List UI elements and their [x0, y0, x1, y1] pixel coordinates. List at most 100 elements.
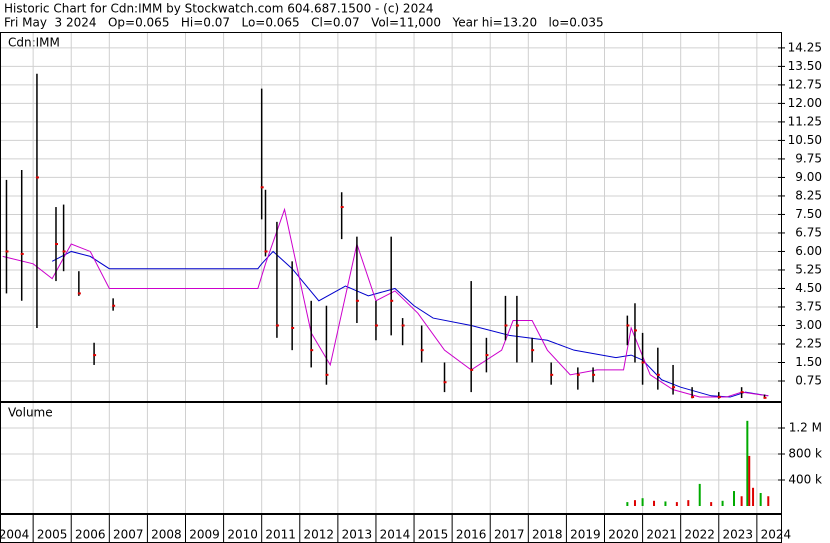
x-tick-label: 2022 [684, 528, 715, 542]
x-tick-label: 2021 [646, 528, 677, 542]
close-tick [633, 329, 637, 332]
close-tick [275, 324, 279, 327]
close-tick [112, 304, 116, 307]
volume-bar [687, 500, 690, 506]
close-tick [592, 373, 596, 376]
volume-bar [675, 502, 678, 506]
close-tick [374, 324, 378, 327]
chart-subtitle: Fri May 3 2024 Op=0.065 Hi=0.07 Lo=0.065… [4, 16, 604, 30]
close-tick [443, 381, 447, 384]
close-tick [470, 368, 474, 371]
y-tick-label: 6.75 [795, 225, 822, 239]
close-tick [310, 349, 314, 352]
y-tick-label: 1.2 M [789, 420, 822, 434]
x-tick-label: 2015 [418, 528, 449, 542]
y-tick-label: 1.50 [795, 355, 822, 369]
y-tick-label: 13.50 [788, 59, 822, 73]
close-tick [5, 250, 9, 253]
close-tick [672, 386, 676, 389]
volume-bar [641, 498, 644, 506]
close-tick [504, 324, 508, 327]
x-tick-label: 2016 [456, 528, 487, 542]
close-tick [641, 361, 645, 364]
price-line [2, 207, 769, 398]
close-tick [291, 326, 295, 329]
close-tick [485, 354, 489, 357]
volume-bar [721, 500, 724, 506]
y-tick-label: 800 k [788, 446, 822, 460]
x-tick-label: 2010 [227, 528, 258, 542]
y-tick-label: 12.00 [788, 96, 822, 110]
close-tick [77, 292, 81, 295]
y-tick-label: 5.25 [795, 262, 822, 276]
y-tick-label: 14.25 [788, 40, 822, 54]
close-tick [264, 250, 268, 253]
volume-bar [664, 501, 667, 506]
volume-bar [740, 496, 743, 506]
volume-bar [752, 487, 755, 506]
y-tick-label: 10.50 [788, 133, 822, 147]
x-tick-label: 2009 [189, 528, 220, 542]
y-tick-label: 12.75 [788, 77, 822, 91]
close-tick [93, 354, 97, 357]
close-tick [20, 252, 24, 255]
close-tick [340, 206, 344, 209]
close-tick [35, 176, 39, 179]
y-tick-label: 11.25 [788, 114, 822, 128]
close-tick [656, 373, 660, 376]
close-tick [740, 391, 744, 394]
volume-bar [767, 496, 770, 506]
y-tick-label: 9.00 [795, 170, 822, 184]
x-tick-label: 2020 [608, 528, 639, 542]
volume-bar [759, 492, 762, 506]
volume-bar [698, 483, 701, 506]
volume-panel [0, 402, 782, 514]
close-tick [420, 349, 424, 352]
price-line [51, 250, 769, 398]
x-tick-label: 2006 [75, 528, 106, 542]
y-tick-label: 3.00 [795, 318, 822, 332]
close-tick [626, 324, 630, 327]
price-label: Cdn:IMM [8, 36, 60, 50]
y-tick-label: 8.25 [795, 188, 822, 202]
x-tick-label: 2011 [265, 528, 296, 542]
close-tick [691, 396, 695, 399]
close-tick [401, 324, 405, 327]
x-tick-label: 2019 [570, 528, 601, 542]
y-tick-label: 400 k [788, 472, 822, 486]
x-tick-label: 2017 [494, 528, 525, 542]
x-tick-label: 2008 [151, 528, 182, 542]
volume-bar [733, 491, 736, 506]
x-tick-label: 2013 [342, 528, 373, 542]
y-tick-label: 7.50 [795, 207, 822, 221]
close-tick [717, 396, 721, 399]
close-tick [54, 243, 58, 246]
x-tick-label: 2004 [0, 528, 29, 542]
volume-bar [748, 455, 751, 506]
volume-bar [746, 420, 749, 506]
close-tick [260, 186, 264, 189]
y-tick-label: 0.75 [795, 374, 822, 388]
close-tick [531, 349, 535, 352]
x-tick-label: 2014 [380, 528, 411, 542]
chart-title: Historic Chart for Cdn:IMM by Stockwatch… [4, 2, 433, 16]
volume-bar [653, 500, 656, 506]
volume-bar [633, 500, 636, 506]
price-panel [0, 32, 782, 402]
close-tick [515, 324, 519, 327]
close-tick [550, 373, 554, 376]
volume-label: Volume [8, 406, 53, 420]
x-tick-label: 2007 [113, 528, 144, 542]
y-tick-label: 3.75 [795, 299, 822, 313]
x-tick-label: 2024 [761, 528, 792, 542]
close-tick [576, 373, 580, 376]
x-tick-label: 2012 [303, 528, 334, 542]
close-tick [325, 373, 329, 376]
close-tick [62, 250, 66, 253]
y-tick-label: 4.50 [795, 281, 822, 295]
volume-bar [710, 502, 713, 506]
y-tick-label: 2.25 [795, 336, 822, 350]
volume-bar [626, 502, 629, 506]
